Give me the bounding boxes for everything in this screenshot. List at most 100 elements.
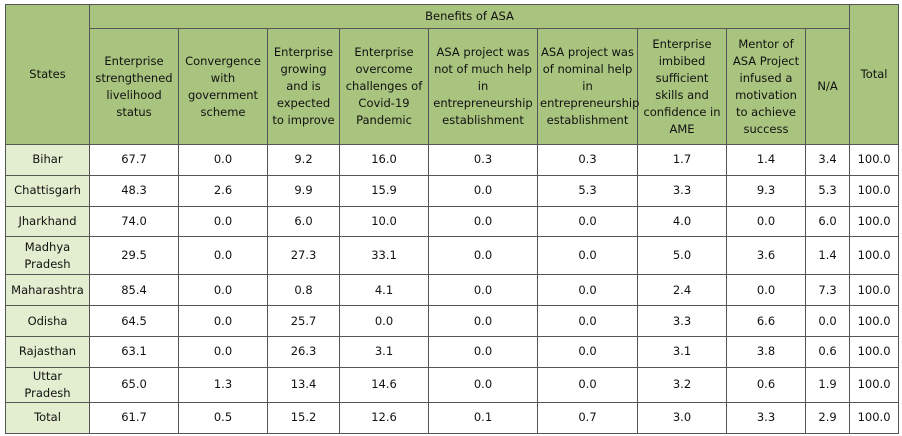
- benefits-table: States Benefits of ASA Total Enterprise …: [5, 4, 900, 434]
- value-cell: 0.0: [804, 305, 851, 337]
- value-cell: 33.1: [339, 236, 429, 276]
- value-cell: 9.9: [267, 174, 340, 207]
- value-cell: 3.0: [637, 401, 727, 434]
- value-cell: 3.6: [726, 236, 806, 276]
- value-cell: 0.6: [804, 335, 851, 368]
- value-cell: 7.3: [804, 274, 851, 307]
- table-body: Bihar 67.7 0.0 9.2 16.0 0.3 0.3 1.7 1.4 3.4 100.0 C…: [5, 144, 900, 434]
- value-cell: 5.0: [637, 236, 727, 276]
- value-cell: 0.0: [537, 305, 638, 337]
- value-cell: 3.4: [804, 144, 851, 176]
- value-cell: 0.0: [178, 144, 268, 176]
- value-cell: 2.4: [637, 274, 727, 307]
- value-cell: 1.4: [726, 144, 806, 176]
- column-header: Enterprise overcome challenges of Covid-…: [339, 28, 429, 145]
- value-cell: 3.8: [726, 335, 806, 368]
- value-cell: 2.6: [178, 174, 268, 207]
- value-cell: 1.9: [804, 366, 851, 403]
- state-cell: Odisha: [5, 305, 90, 337]
- total-cell: 100.0: [849, 335, 900, 368]
- total-cell: 100.0: [849, 366, 900, 403]
- value-cell: 6.6: [726, 305, 806, 337]
- value-cell: 4.0: [637, 205, 727, 238]
- value-cell: 0.0: [178, 274, 268, 307]
- state-cell: Madhya Pradesh: [5, 236, 90, 276]
- value-cell: 48.3: [89, 174, 179, 207]
- table-container: States Benefits of ASA Total Enterprise …: [5, 4, 900, 434]
- value-cell: 3.3: [637, 174, 727, 207]
- value-cell: 0.0: [428, 305, 538, 337]
- value-cell: 0.0: [178, 305, 268, 337]
- table-row: Uttar Pradesh 65.0 1.3 13.4 14.6 0.0 0.0 3.2 0.6…: [5, 366, 900, 403]
- value-cell: 0.1: [428, 401, 538, 434]
- value-cell: 0.0: [428, 174, 538, 207]
- value-cell: 3.1: [339, 335, 429, 368]
- states-header: States: [5, 4, 90, 145]
- value-cell: 74.0: [89, 205, 179, 238]
- value-cell: 0.0: [428, 205, 538, 238]
- state-cell: Jharkhand: [5, 205, 90, 238]
- value-cell: 0.0: [178, 335, 268, 368]
- state-cell: Chattisgarh: [5, 174, 90, 207]
- value-cell: 0.0: [537, 236, 638, 276]
- value-cell: 3.3: [637, 305, 727, 337]
- column-header: N/A: [804, 28, 851, 145]
- total-cell: 100.0: [849, 274, 900, 307]
- value-cell: 9.3: [726, 174, 806, 207]
- column-header-row: Enterprise strengthened livelihood statu…: [6, 28, 899, 145]
- table-row: Total 61.7 0.5 15.2 12.6 0.1 0.7 3.0 3.3 2.9 100.0: [5, 401, 900, 434]
- value-cell: 1.7: [637, 144, 727, 176]
- value-cell: 1.3: [178, 366, 268, 403]
- value-cell: 0.0: [537, 274, 638, 307]
- value-cell: 0.0: [339, 305, 429, 337]
- value-cell: 15.9: [339, 174, 429, 207]
- value-cell: 0.0: [726, 205, 806, 238]
- value-cell: 9.2: [267, 144, 340, 176]
- total-cell: 100.0: [849, 174, 900, 207]
- value-cell: 5.3: [804, 174, 851, 207]
- value-cell: 3.3: [726, 401, 806, 434]
- table-row: Maharashtra 85.4 0.0 0.8 4.1 0.0 0.0 2.4 0.0 7.3 1…: [5, 274, 900, 307]
- value-cell: 0.3: [537, 144, 638, 176]
- value-cell: 0.7: [537, 401, 638, 434]
- column-header: Enterprise imbibed sufficient skills and…: [637, 28, 727, 145]
- value-cell: 2.9: [804, 401, 851, 434]
- value-cell: 0.0: [537, 366, 638, 403]
- value-cell: 16.0: [339, 144, 429, 176]
- value-cell: 0.5: [178, 401, 268, 434]
- table-row: Madhya Pradesh 29.5 0.0 27.3 33.1 0.0 0.0 5.0 3.…: [5, 236, 900, 276]
- state-cell: Maharashtra: [5, 274, 90, 307]
- value-cell: 65.0: [89, 366, 179, 403]
- value-cell: 15.2: [267, 401, 340, 434]
- value-cell: 0.0: [428, 335, 538, 368]
- value-cell: 0.0: [537, 205, 638, 238]
- table-row: Chattisgarh 48.3 2.6 9.9 15.9 0.0 5.3 3.3 9.3 5.3…: [5, 174, 900, 207]
- value-cell: 25.7: [267, 305, 340, 337]
- total-cell: 100.0: [849, 144, 900, 176]
- column-header: Convergence with government scheme: [178, 28, 268, 145]
- value-cell: 6.0: [267, 205, 340, 238]
- column-header: Enterprise strengthened livelihood statu…: [89, 28, 179, 145]
- table-row: Odisha 64.5 0.0 25.7 0.0 0.0 0.0 3.3 6.6 0.0 100.0: [5, 305, 900, 337]
- value-cell: 6.0: [804, 205, 851, 238]
- value-cell: 0.0: [726, 274, 806, 307]
- column-header: Mentor of ASA Project infused a motivati…: [726, 28, 806, 145]
- column-header: ASA project was of nominal help in entre…: [537, 28, 639, 145]
- state-cell: Bihar: [5, 144, 90, 176]
- value-cell: 1.4: [804, 236, 851, 276]
- column-header: ASA project was not of much help in entr…: [428, 28, 538, 145]
- value-cell: 0.3: [428, 144, 538, 176]
- value-cell: 0.6: [726, 366, 806, 403]
- value-cell: 13.4: [267, 366, 340, 403]
- value-cell: 64.5: [89, 305, 179, 337]
- state-cell: Rajasthan: [5, 335, 90, 368]
- total-header: Total: [849, 4, 900, 145]
- value-cell: 14.6: [339, 366, 429, 403]
- total-cell: 100.0: [849, 236, 900, 276]
- value-cell: 10.0: [339, 205, 429, 238]
- value-cell: 61.7: [89, 401, 179, 434]
- state-cell: Total: [5, 401, 90, 434]
- value-cell: 3.1: [637, 335, 727, 368]
- value-cell: 0.8: [267, 274, 340, 307]
- value-cell: 0.0: [428, 236, 538, 276]
